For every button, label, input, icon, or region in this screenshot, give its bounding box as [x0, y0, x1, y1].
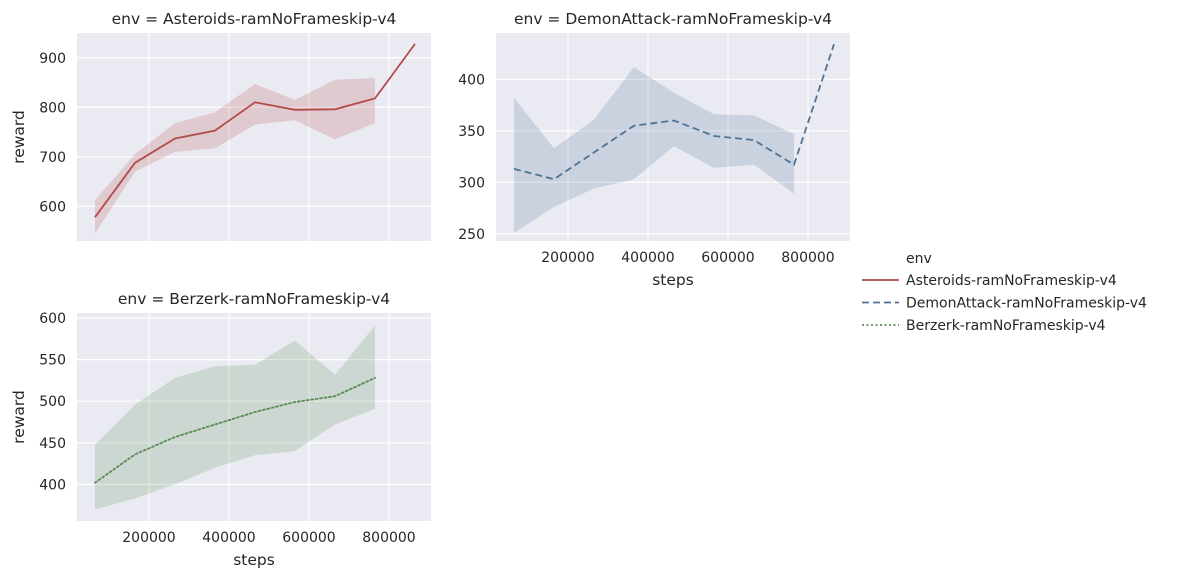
x-tick-label: 200000 — [122, 530, 175, 546]
x-tick-label: 200000 — [541, 250, 594, 266]
y-tick-label: 600 — [39, 311, 66, 327]
series-line — [513, 44, 835, 181]
legend-label: Berzerk-ramNoFrameskip-v4 — [906, 318, 1106, 334]
panel-title: env = Asteroids-ramNoFrameskip-v4 — [112, 10, 397, 28]
y-axis-label: reward — [10, 390, 28, 444]
facet-panel: 400 450 500 550 600 200000 400000 600000 800000 e… — [10, 290, 431, 569]
y-tick-label: 350 — [458, 124, 485, 140]
legend-title: env — [906, 251, 932, 267]
confidence-band — [95, 325, 375, 510]
y-tick-label: 600 — [39, 199, 66, 215]
x-tick-label: 800000 — [362, 530, 415, 546]
y-tick-label: 900 — [39, 51, 66, 67]
facet-panel: 600 700 800 900 env = Asteroids-ramNoFramesk… — [10, 10, 431, 241]
x-tick-label: 400000 — [202, 530, 255, 546]
plot-background — [496, 33, 850, 241]
series-line — [94, 376, 376, 484]
x-tick-label: 600000 — [282, 530, 335, 546]
y-tick-label: 400 — [458, 72, 485, 88]
x-axis-label: steps — [652, 271, 694, 289]
y-tick-label: 450 — [39, 436, 66, 452]
confidence-band — [514, 67, 794, 233]
facet-panel: 250 300 350 400 200000 400000 600000 800000 env … — [458, 10, 850, 289]
y-tick-label: 500 — [39, 394, 66, 410]
y-tick-label: 250 — [458, 227, 485, 243]
confidence-band — [95, 78, 375, 234]
y-tick-label: 400 — [39, 477, 66, 493]
y-tick-label: 800 — [39, 100, 66, 116]
panel-title: env = Berzerk-ramNoFrameskip-v4 — [118, 290, 390, 308]
series-line — [94, 43, 416, 218]
x-tick-label: 800000 — [781, 250, 834, 266]
y-tick-label: 550 — [39, 353, 66, 369]
legend-label: DemonAttack-ramNoFrameskip-v4 — [906, 296, 1147, 312]
y-axis-label: reward — [10, 110, 28, 164]
legend: env Asteroids-ramNoFrameskip-v4 DemonAttac… — [862, 251, 1147, 334]
x-axis-label: steps — [233, 551, 275, 569]
panel-title: env = DemonAttack-ramNoFrameskip-v4 — [514, 10, 832, 28]
x-tick-label: 400000 — [621, 250, 674, 266]
plot-background — [77, 33, 431, 241]
y-tick-label: 300 — [458, 175, 485, 191]
x-tick-label: 600000 — [701, 250, 754, 266]
y-tick-label: 700 — [39, 150, 66, 166]
plot-background — [77, 313, 431, 521]
legend-label: Asteroids-ramNoFrameskip-v4 — [906, 273, 1117, 289]
